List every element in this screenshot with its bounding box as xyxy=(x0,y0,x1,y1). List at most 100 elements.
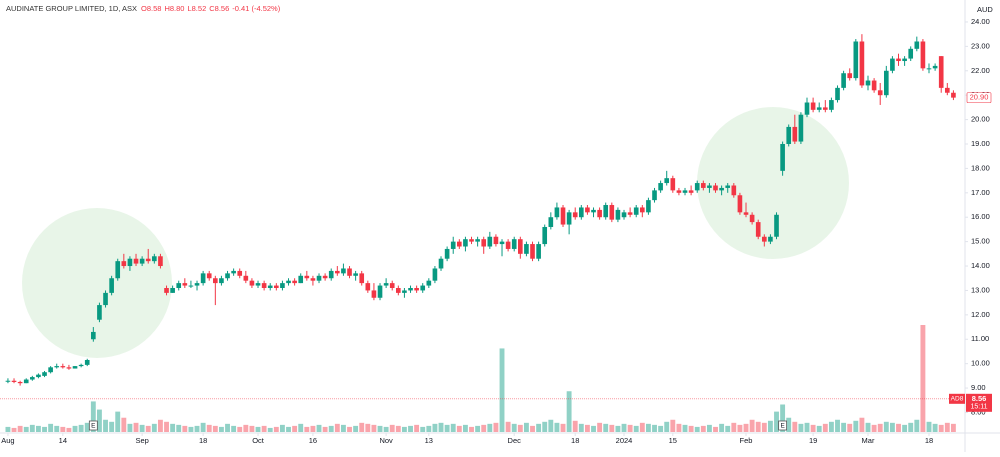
candle-body xyxy=(707,185,712,188)
candle-body xyxy=(585,207,590,213)
candle-body xyxy=(743,212,749,215)
candle-body xyxy=(121,261,127,267)
x-tick-label: Oct xyxy=(252,436,265,445)
volume-bar xyxy=(560,423,566,432)
candle-body xyxy=(426,280,432,286)
candle-body xyxy=(530,244,535,259)
x-tick-label: 16 xyxy=(309,436,317,445)
candle-body xyxy=(322,275,328,279)
volume-bar xyxy=(523,422,529,432)
candle-body xyxy=(188,285,194,287)
volume-bar xyxy=(90,401,96,432)
volume-bar xyxy=(469,426,474,432)
candle-body xyxy=(621,212,627,218)
price-tag-label: 8.56 xyxy=(972,394,987,403)
x-tick-label: Nov xyxy=(379,436,393,445)
x-tick-label: Aug xyxy=(1,436,14,445)
volume-bar xyxy=(865,422,871,432)
volume-bar xyxy=(279,424,285,432)
volume-bar xyxy=(164,421,169,432)
candle-body xyxy=(30,377,35,380)
volume-bar xyxy=(926,421,932,432)
volume-bar xyxy=(292,425,298,432)
volume-bar xyxy=(206,424,212,432)
candle-body xyxy=(23,379,29,384)
candle-body xyxy=(475,239,480,242)
volume-bar xyxy=(920,325,926,432)
ohlc-value: -0.41 (-4.52%) xyxy=(232,4,280,13)
candle-body xyxy=(353,273,358,276)
candle-body xyxy=(36,374,41,378)
candle-body xyxy=(932,65,938,69)
volume-bar xyxy=(359,422,365,432)
candle-body xyxy=(347,268,352,276)
volume-bar xyxy=(420,426,426,432)
candle-body xyxy=(926,68,932,70)
candle-body xyxy=(768,236,773,242)
volume-bar xyxy=(231,425,237,432)
x-tick-label: 19 xyxy=(809,436,817,445)
volume-bar xyxy=(889,422,895,432)
highlight-circle xyxy=(22,208,172,358)
candle-body xyxy=(487,236,493,247)
highlight-circle xyxy=(697,107,849,259)
volume-bar xyxy=(395,425,401,432)
candle-body xyxy=(200,273,206,284)
volume-bar xyxy=(66,427,72,432)
volume-bar xyxy=(182,425,188,432)
volume-bar xyxy=(798,423,804,432)
volume-bar xyxy=(78,424,84,432)
candle-body xyxy=(804,102,810,115)
candle-body xyxy=(206,273,212,279)
volume-bar xyxy=(700,425,706,432)
candle-body xyxy=(237,270,243,276)
candle-body xyxy=(469,239,474,242)
volume-bar xyxy=(5,426,11,432)
volume-bar xyxy=(273,426,279,432)
candle-body xyxy=(579,207,584,218)
candle-body xyxy=(883,70,889,96)
volume-bar xyxy=(603,423,609,432)
volume-bar xyxy=(347,426,352,432)
candle-body xyxy=(658,183,663,191)
candle-body xyxy=(841,73,846,88)
candle-body xyxy=(847,73,853,79)
candle-body xyxy=(505,241,511,249)
candle-body xyxy=(481,239,487,247)
volume-bar xyxy=(578,423,584,432)
volume-bar xyxy=(194,425,200,432)
candle-body xyxy=(914,41,920,49)
candle-body xyxy=(389,283,395,288)
volume-bar xyxy=(11,427,17,432)
candle-body xyxy=(518,239,523,254)
volume-bar xyxy=(225,423,230,432)
candle-body xyxy=(72,366,78,369)
candle-body xyxy=(219,278,224,284)
candle-body xyxy=(438,258,444,269)
volume-bar xyxy=(682,424,688,432)
y-tick-label: 10.00 xyxy=(971,359,990,368)
volume-bar xyxy=(304,426,310,432)
volume-bar xyxy=(517,424,523,432)
volume-bar xyxy=(804,422,810,432)
volume-bar xyxy=(267,427,273,432)
candle-body xyxy=(97,305,102,320)
candle-body xyxy=(249,280,255,286)
volume-bar xyxy=(688,425,694,432)
volume-bar xyxy=(786,417,792,432)
volume-bar xyxy=(212,425,218,432)
candle-body xyxy=(286,280,291,284)
candle-body xyxy=(341,268,346,274)
volume-bar xyxy=(188,426,194,432)
y-tick-label: 23.00 xyxy=(971,41,990,50)
y-tick-label: 9.00 xyxy=(971,383,986,392)
x-tick-label: 13 xyxy=(425,436,433,445)
y-tick-label: 13.00 xyxy=(971,285,990,294)
volume-bar xyxy=(810,424,816,432)
candle-body xyxy=(420,285,426,291)
volume-bar xyxy=(103,419,108,432)
volume-bar xyxy=(408,425,413,432)
y-tick-label: 22.00 xyxy=(971,66,990,75)
candle-body xyxy=(725,185,731,188)
volume-bar xyxy=(499,348,505,432)
